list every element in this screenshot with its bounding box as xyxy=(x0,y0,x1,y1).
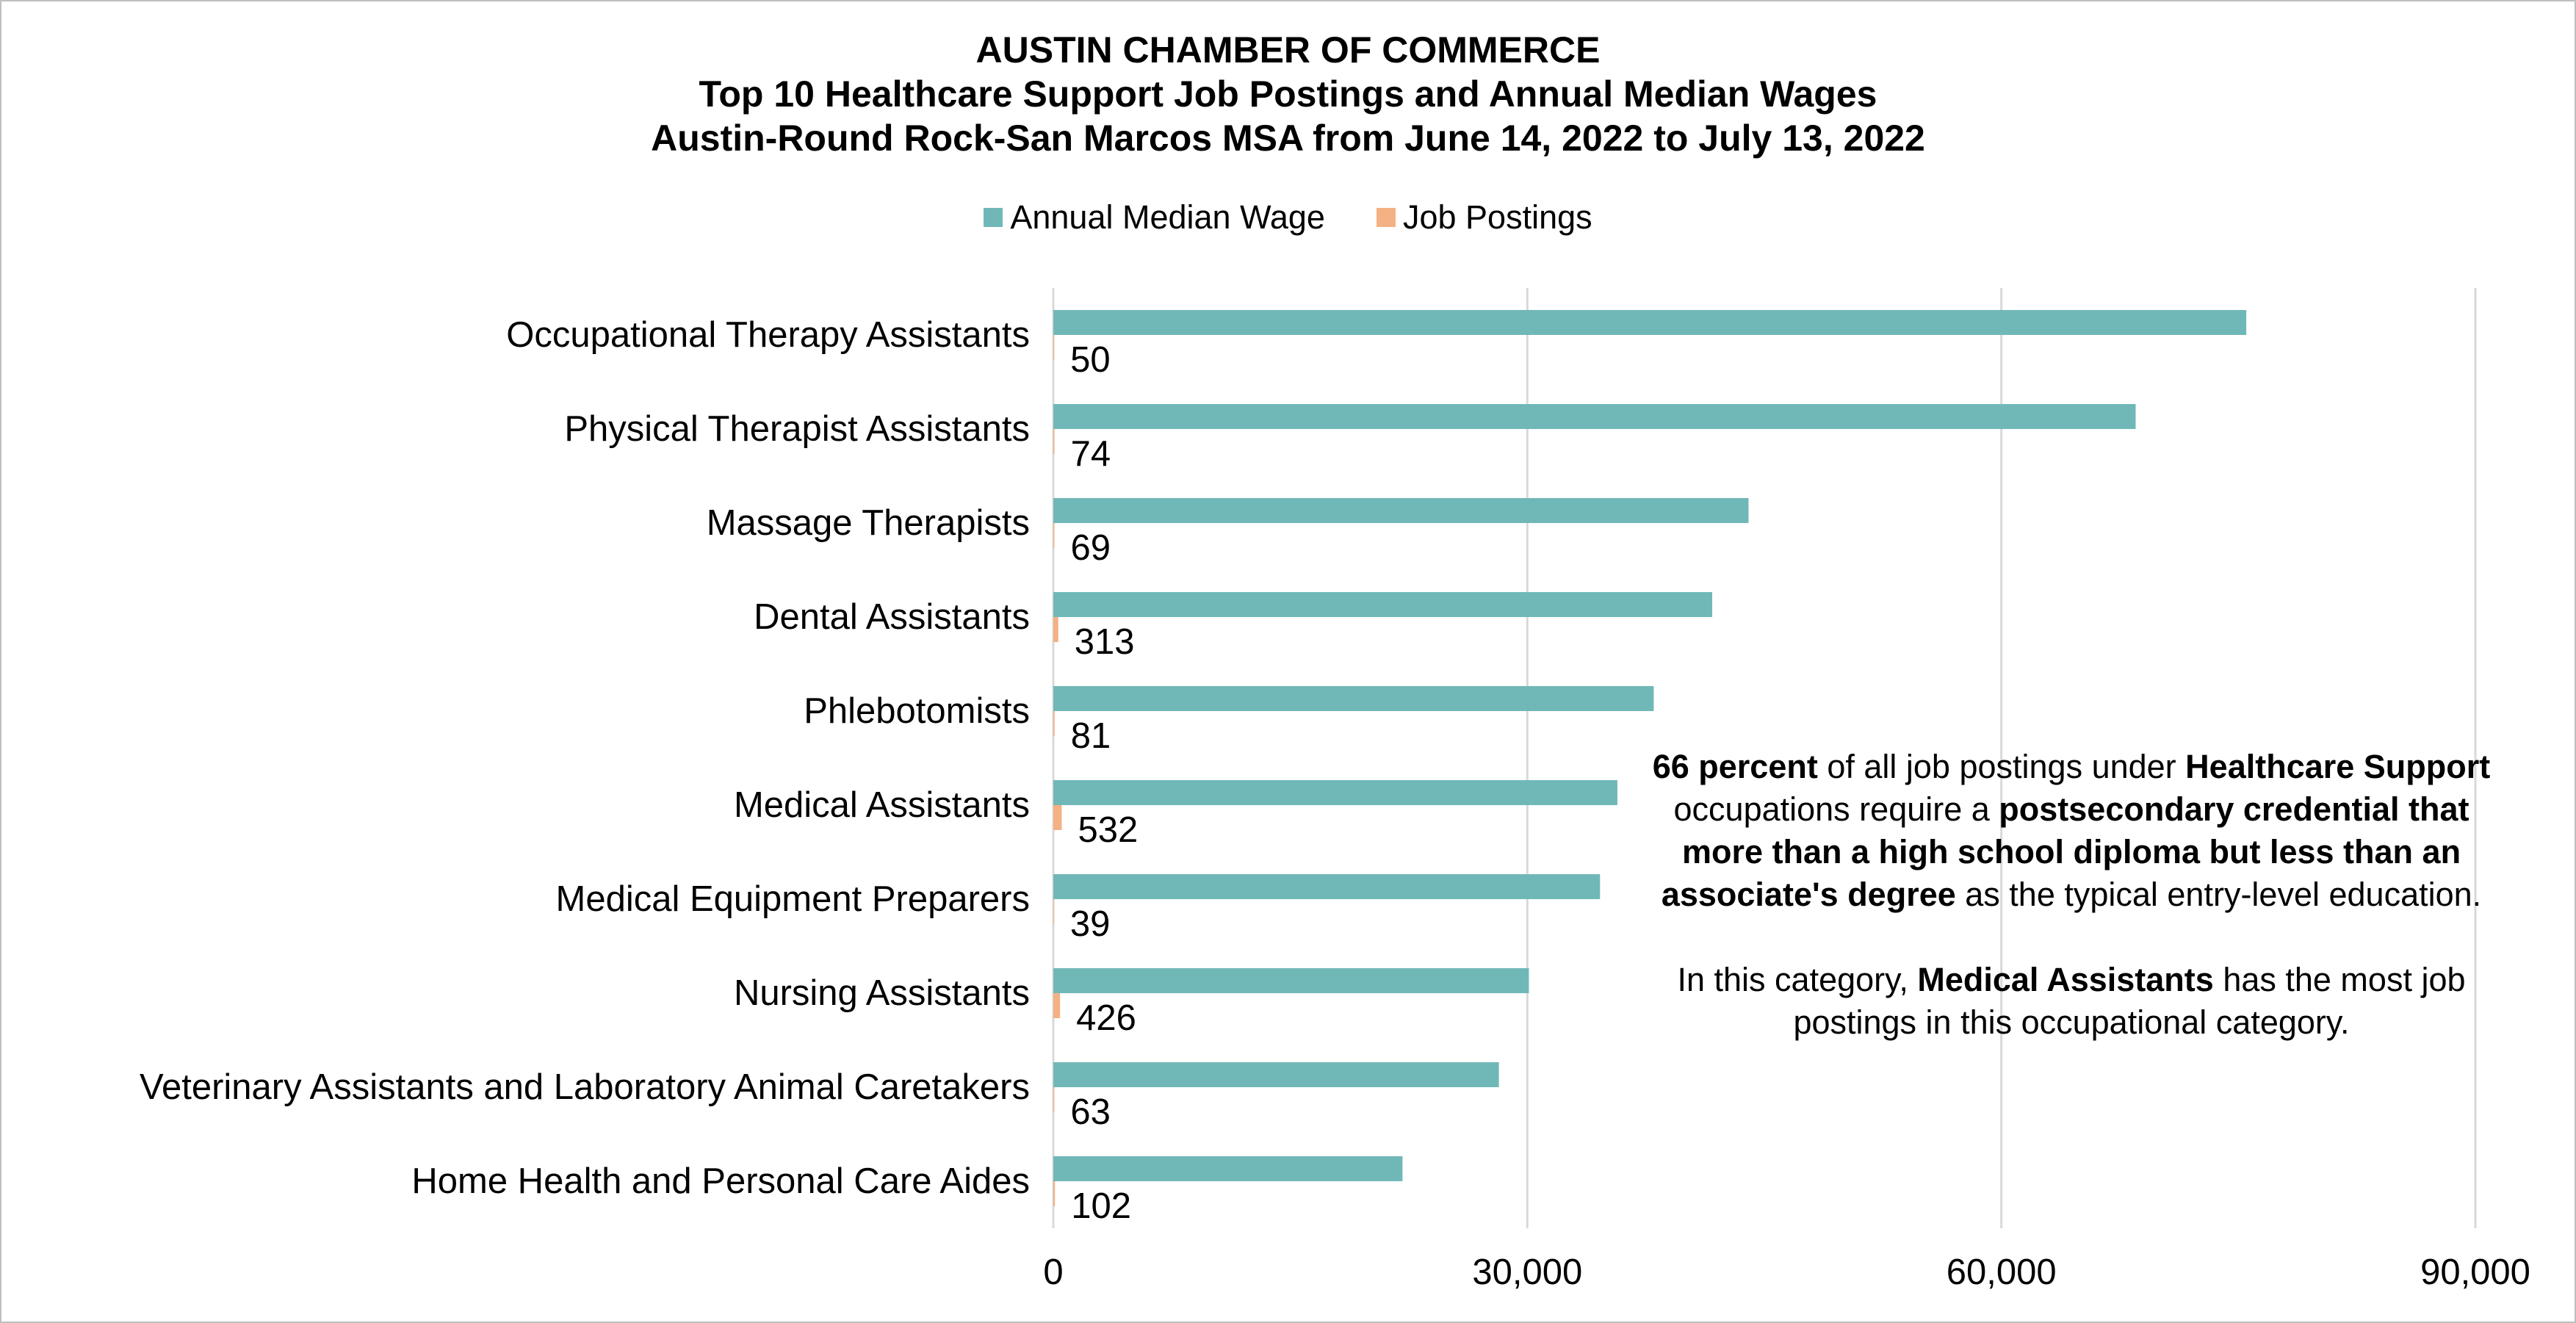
bar-annual-median-wage-veterinary-assistants-and-laboratory-animal-caretakers xyxy=(1053,1062,1499,1087)
bar-job-postings-home-health-and-personal-care-aides xyxy=(1053,1181,1056,1206)
p2-run-0: In this category, xyxy=(1677,961,1918,998)
bar-annual-median-wage-nursing-assistants xyxy=(1053,968,1529,993)
legend-item-job-postings: Job Postings xyxy=(1376,198,1592,237)
legend-item-annual-median-wage: Annual Median Wage xyxy=(984,198,1325,237)
legend-label-job-postings: Job Postings xyxy=(1402,198,1592,236)
legend-swatch-annual-median-wage xyxy=(984,208,1003,227)
chart-subtitle-line-2: Austin-Round Rock-San Marcos MSA from Ju… xyxy=(651,118,1925,159)
data-labels: 50 74 69 313 81 532 39 426 63 102 xyxy=(1070,340,1138,1226)
bar-annual-median-wage-massage-therapists xyxy=(1053,498,1749,523)
category-label-medical-assistants: Medical Assistants xyxy=(734,785,1030,825)
bar-job-postings-dental-assistants xyxy=(1053,617,1058,642)
category-labels: Occupational Therapy Assistants Physical … xyxy=(140,315,1030,1201)
chart-title: AUSTIN CHAMBER OF COMMERCE xyxy=(975,29,1601,71)
annotation-paragraph-2: In this category, Medical Assistants has… xyxy=(1638,959,2505,1044)
p1-run-1: of all job postings under xyxy=(1817,748,2186,785)
bar-job-postings-medical-equipment-preparers xyxy=(1053,899,1054,924)
bar-annual-median-wage-physical-therapist-assistants xyxy=(1053,404,2136,429)
annotation-text: 66 percent of all job postings under Hea… xyxy=(1638,746,2505,1044)
data-label-job-postings-home-health-and-personal-care-aides: 102 xyxy=(1071,1186,1131,1226)
bar-annual-median-wage-medical-assistants xyxy=(1053,780,1617,805)
category-label-occupational-therapy-assistants: Occupational Therapy Assistants xyxy=(506,315,1030,355)
bar-annual-median-wage-occupational-therapy-assistants xyxy=(1053,310,2247,335)
data-label-job-postings-medical-equipment-preparers: 39 xyxy=(1070,904,1111,944)
p1-run-3: occupations require a xyxy=(1673,790,1999,828)
category-label-physical-therapist-assistants: Physical Therapist Assistants xyxy=(564,409,1030,449)
category-label-home-health-and-personal-care-aides: Home Health and Personal Care Aides xyxy=(411,1161,1030,1201)
bar-job-postings-massage-therapists xyxy=(1053,523,1055,548)
bar-annual-median-wage-phlebotomists xyxy=(1053,686,1654,711)
bars xyxy=(1053,310,2247,1206)
x-tick-label-1: 30,000 xyxy=(1472,1252,1582,1292)
category-label-veterinary-assistants-and-laboratory-animal-caretakers: Veterinary Assistants and Laboratory Ani… xyxy=(140,1067,1030,1107)
category-label-massage-therapists: Massage Therapists xyxy=(707,503,1030,543)
category-label-phlebotomists: Phlebotomists xyxy=(804,691,1030,731)
bar-job-postings-medical-assistants xyxy=(1053,805,1062,830)
p1-run-4: postsecondary credential that more than … xyxy=(1661,790,2469,913)
legend-swatch-job-postings xyxy=(1376,208,1396,227)
bar-annual-median-wage-dental-assistants xyxy=(1053,592,1713,617)
p2-run-1: Medical Assistants xyxy=(1917,961,2214,998)
annotation-paragraph-1: 66 percent of all job postings under Hea… xyxy=(1638,746,2505,916)
bar-job-postings-occupational-therapy-assistants xyxy=(1053,335,1055,360)
data-label-job-postings-nursing-assistants: 426 xyxy=(1076,998,1136,1038)
data-label-job-postings-physical-therapist-assistants: 74 xyxy=(1071,434,1111,474)
data-label-job-postings-phlebotomists: 81 xyxy=(1071,716,1111,756)
category-label-dental-assistants: Dental Assistants xyxy=(754,597,1030,637)
bar-job-postings-physical-therapist-assistants xyxy=(1053,429,1055,454)
data-label-job-postings-veterinary-assistants-and-laboratory-animal-caretakers: 63 xyxy=(1070,1092,1111,1132)
x-axis-tick-labels: 0 30,000 60,000 90,000 xyxy=(1043,1252,2530,1292)
category-label-nursing-assistants: Nursing Assistants xyxy=(734,973,1030,1013)
p1-run-2: Healthcare Support xyxy=(2185,748,2491,785)
p2-run-2: has the most job postings in this occupa… xyxy=(1793,961,2466,1041)
legend: Annual Median Wage Job Postings xyxy=(0,198,2576,237)
bar-job-postings-nursing-assistants xyxy=(1053,993,1061,1018)
chart-subtitle-line-1: Top 10 Healthcare Support Job Postings a… xyxy=(699,73,1877,115)
bar-job-postings-veterinary-assistants-and-laboratory-animal-caretakers xyxy=(1053,1087,1055,1112)
data-label-job-postings-occupational-therapy-assistants: 50 xyxy=(1070,340,1111,380)
p1-run-0: 66 percent xyxy=(1652,748,1818,785)
data-label-job-postings-medical-assistants: 532 xyxy=(1078,810,1138,850)
bar-job-postings-phlebotomists xyxy=(1053,711,1055,736)
bar-annual-median-wage-home-health-and-personal-care-aides xyxy=(1053,1156,1403,1181)
data-label-job-postings-dental-assistants: 313 xyxy=(1075,622,1135,662)
data-label-job-postings-massage-therapists: 69 xyxy=(1070,528,1111,568)
category-label-medical-equipment-preparers: Medical Equipment Preparers xyxy=(556,879,1030,919)
x-tick-label-3: 90,000 xyxy=(2420,1252,2530,1292)
p1-run-5: as the typical entry-level education. xyxy=(1955,876,2482,913)
x-tick-label-0: 0 xyxy=(1043,1252,1063,1292)
x-tick-label-2: 60,000 xyxy=(1947,1252,2057,1292)
legend-label-annual-median-wage: Annual Median Wage xyxy=(1010,198,1325,236)
bar-annual-median-wage-medical-equipment-preparers xyxy=(1053,874,1601,899)
